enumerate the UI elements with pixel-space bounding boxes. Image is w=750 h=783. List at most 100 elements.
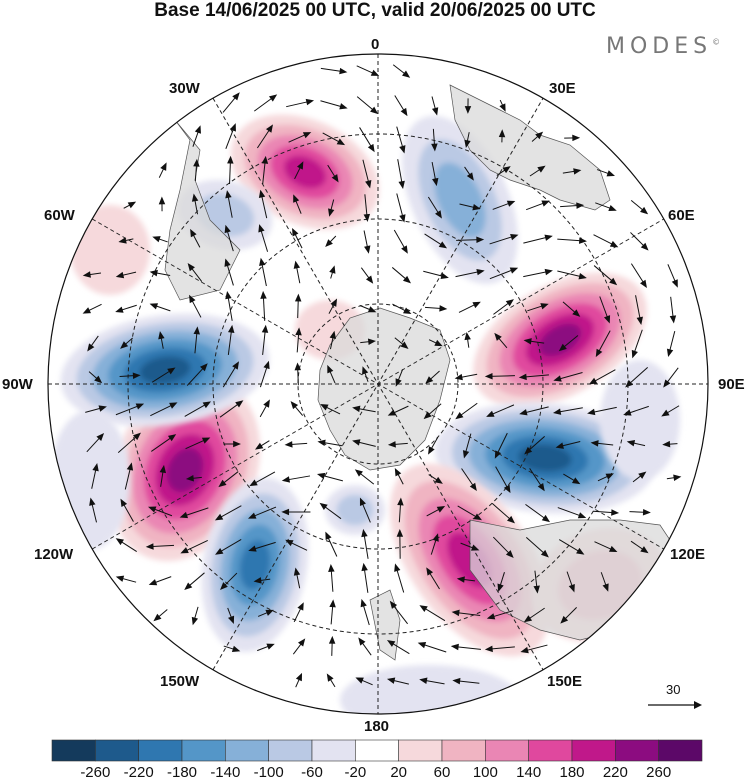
wind-vector	[258, 224, 269, 252]
wind-vector	[115, 538, 137, 552]
positive-anomaly-0	[230, 114, 380, 230]
wind-vector	[86, 433, 105, 453]
graticule	[48, 54, 708, 714]
negative-anomaly-6	[60, 313, 270, 427]
wind-vector	[520, 644, 548, 654]
anomaly-level	[518, 444, 572, 472]
wind-vector	[329, 265, 336, 279]
meridian-150	[212, 97, 544, 671]
wind-vector	[395, 369, 404, 387]
wind-vector	[552, 407, 583, 415]
wind-vector	[431, 96, 439, 116]
wind-vector	[494, 332, 508, 349]
wind-vector	[358, 637, 372, 656]
wind-vector	[123, 201, 137, 209]
wind-vector	[423, 403, 442, 420]
wind-vector	[151, 434, 177, 452]
wind-vector	[190, 228, 201, 248]
negative-anomaly-3	[435, 402, 655, 514]
anomaly-level	[283, 155, 327, 189]
lon-label-150e: 150E	[547, 673, 583, 690]
wind-vector	[428, 339, 443, 347]
wind-vector	[219, 400, 244, 418]
wind-vector	[492, 200, 516, 210]
positive-anomaly-10	[70, 205, 150, 295]
wind-vector	[630, 200, 649, 215]
wind-vector	[193, 158, 200, 181]
colorbar-swatch	[95, 739, 139, 762]
wind-vector	[319, 502, 342, 520]
wind-vector	[292, 228, 303, 249]
positive-anomaly-2	[473, 272, 647, 408]
wind-vector	[595, 202, 617, 212]
wind-vector	[293, 260, 301, 284]
wind-vector	[523, 338, 545, 345]
wind-vector	[456, 576, 475, 583]
wind-vector	[224, 258, 234, 286]
wind-vector	[451, 609, 481, 617]
wind-vector	[294, 161, 304, 180]
wind-vector	[328, 298, 338, 314]
colorbar-swatch	[485, 739, 529, 762]
wind-vector	[120, 498, 134, 522]
wind-vector	[223, 645, 241, 653]
colorbar-tick-label: 20	[390, 764, 407, 781]
wind-vector	[257, 609, 274, 617]
wind-vector	[464, 132, 471, 149]
wind-vector	[486, 610, 514, 620]
wind-vector	[393, 229, 408, 254]
wind-vector	[363, 194, 371, 222]
wind-vector	[227, 155, 234, 185]
wind-vector	[489, 267, 519, 280]
wind-vector	[486, 404, 515, 417]
wind-vector	[464, 332, 471, 348]
anomaly-level	[538, 323, 582, 357]
wind-vector	[394, 95, 408, 117]
wind-vector	[397, 497, 404, 523]
colorbar-tick-label: 180	[559, 764, 585, 781]
wind-vector	[599, 296, 611, 324]
colorbar-swatch	[225, 739, 269, 762]
wind-vector	[392, 303, 412, 314]
wind-vector	[180, 539, 208, 554]
wind-vector	[498, 129, 506, 143]
wind-vector	[396, 193, 406, 223]
wind-vector	[117, 432, 141, 453]
wind-vector	[293, 194, 302, 214]
lon-label-120e: 120E	[670, 546, 706, 563]
wind-vector	[593, 265, 618, 286]
colorbar-tick-label: 100	[472, 764, 498, 781]
wind-vector	[595, 330, 611, 358]
wind-vector	[148, 506, 173, 517]
lon-label-180: 180	[364, 718, 390, 735]
wind-vector	[529, 165, 546, 177]
wind-vector	[362, 159, 372, 189]
wind-vector	[394, 563, 405, 593]
wind-vector	[557, 237, 587, 244]
wind-vector	[158, 196, 166, 212]
wind-vector	[352, 439, 376, 447]
wind-vector	[452, 677, 480, 685]
wind-vector	[248, 541, 276, 552]
wind-vector	[426, 567, 440, 590]
wind-vector	[191, 193, 199, 215]
wind-scale-arrow	[648, 701, 702, 709]
wind-vector	[363, 230, 371, 254]
lon-label-0: 0	[371, 36, 380, 53]
wind-vector	[461, 468, 477, 492]
wind-vector	[450, 643, 481, 651]
wind-vector	[89, 497, 97, 523]
wind-vector	[288, 132, 312, 143]
wind-vector	[632, 471, 647, 483]
colorbar-swatch	[138, 739, 183, 762]
wind-vector	[553, 372, 583, 382]
wind-vector	[115, 271, 137, 279]
wind-vector	[360, 598, 370, 626]
wind-vector	[320, 100, 348, 110]
wind-vector	[184, 572, 205, 590]
wind-vector	[593, 509, 620, 516]
wind-vector	[259, 360, 270, 388]
colorbar-swatch	[658, 739, 703, 762]
wind-vector	[361, 562, 369, 593]
colorbar-tick-label: -100	[253, 764, 284, 781]
